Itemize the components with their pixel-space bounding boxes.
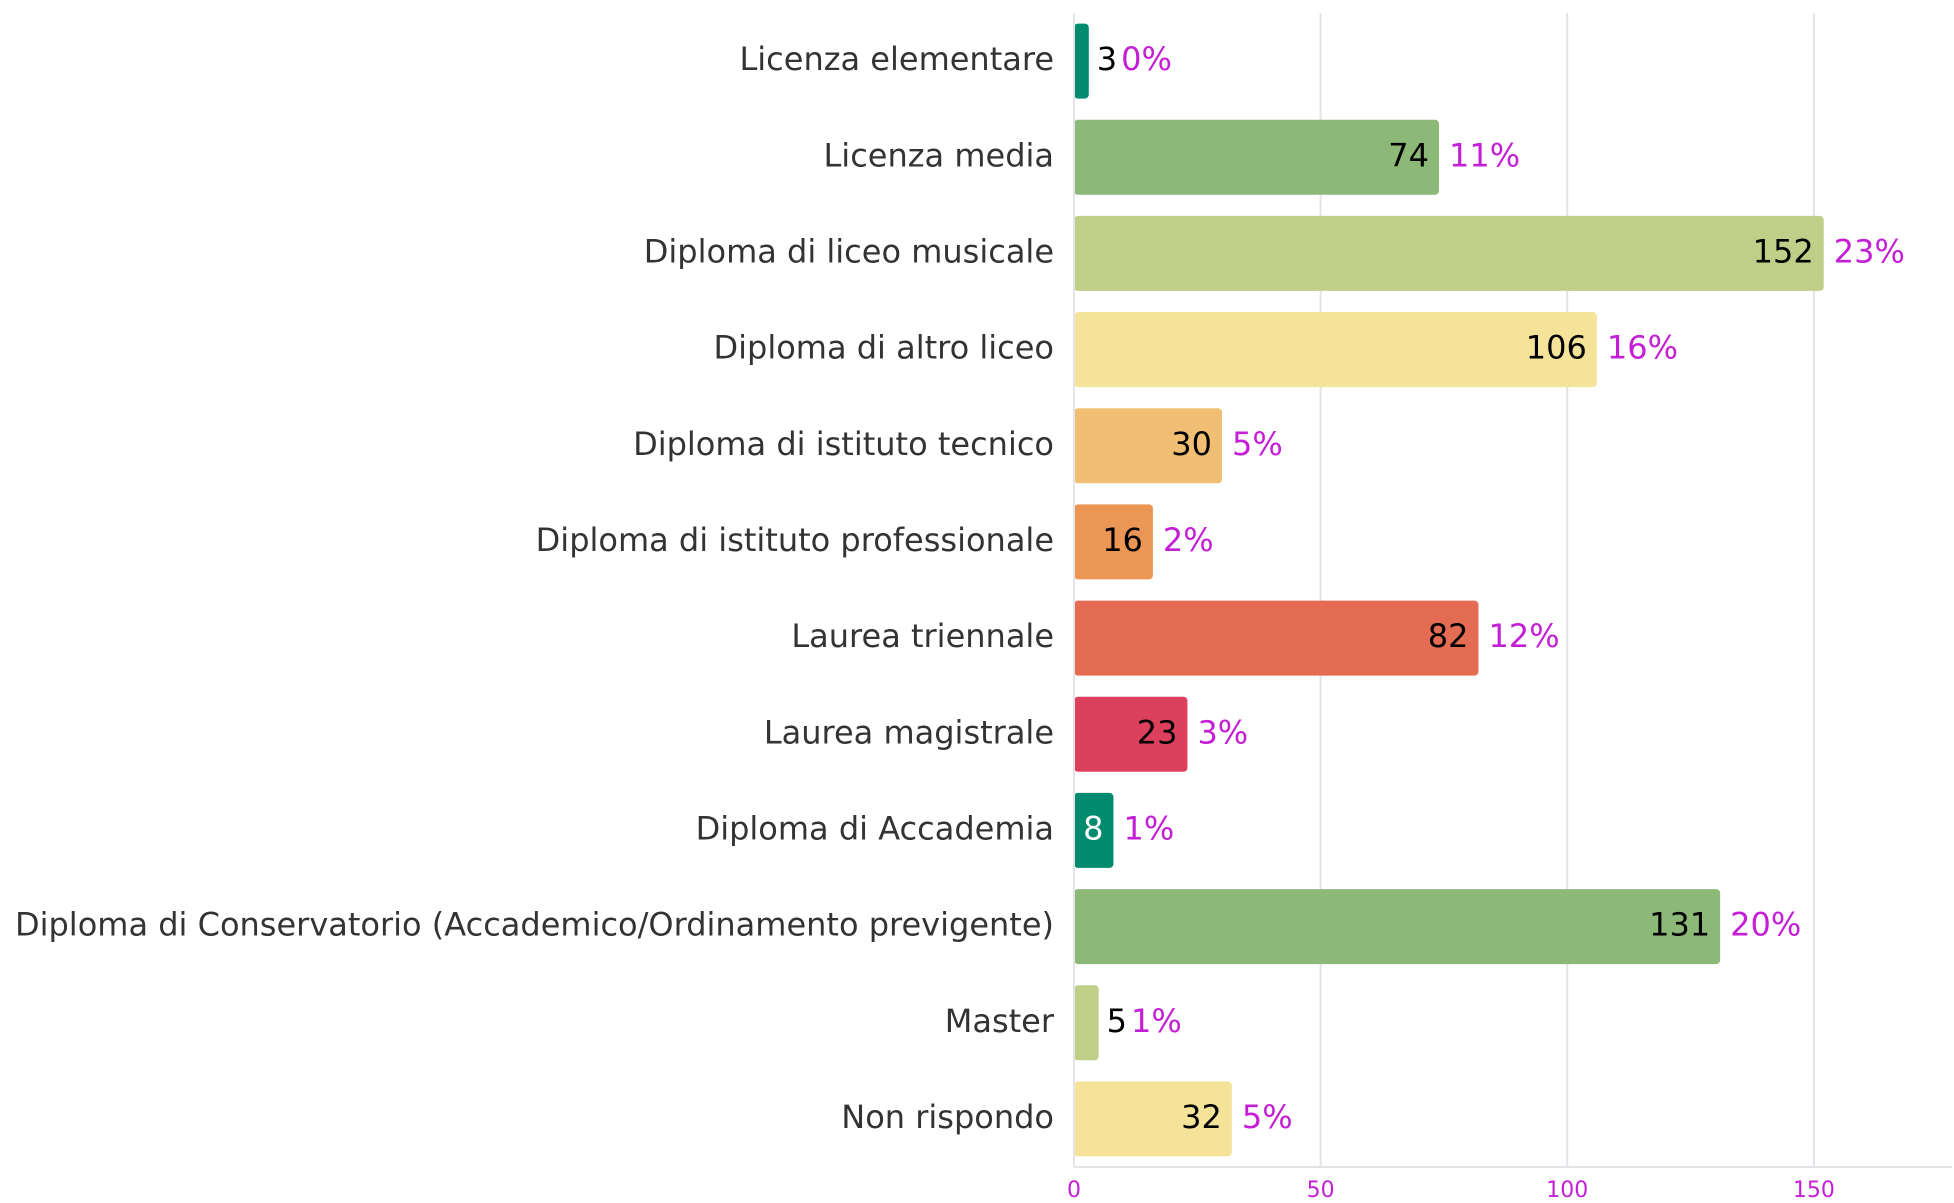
value-label: 32 — [1181, 1098, 1222, 1136]
bar — [1074, 504, 1153, 580]
percentage-label: 1% — [1131, 1002, 1182, 1040]
bar — [1074, 312, 1597, 388]
y-tick-label: Diploma di istituto professionale — [536, 521, 1054, 559]
percentage-label: 23% — [1834, 232, 1905, 270]
bar — [1074, 119, 1440, 195]
y-tick-label: Diploma di istituto tecnico — [633, 425, 1054, 463]
bar — [1074, 985, 1099, 1061]
y-tick-label: Diploma di Conservatorio (Accademico/Ord… — [15, 906, 1054, 944]
bar — [1074, 600, 1479, 676]
value-label: 3 — [1097, 40, 1117, 78]
value-label: 74 — [1388, 136, 1429, 174]
y-tick-label: Licenza media — [823, 136, 1054, 174]
bar — [1074, 889, 1721, 965]
y-tick-label: Diploma di Accademia — [696, 809, 1054, 847]
value-label: 30 — [1171, 425, 1212, 463]
value-label: 5 — [1107, 1002, 1127, 1040]
value-label: 152 — [1753, 232, 1814, 270]
y-tick-label: Master — [945, 1002, 1055, 1040]
percentage-label: 11% — [1449, 136, 1520, 174]
x-tick-label: 100 — [1546, 1178, 1588, 1203]
y-tick-label: Laurea magistrale — [764, 713, 1054, 751]
bar — [1074, 792, 1114, 868]
percentage-label: 2% — [1163, 521, 1214, 559]
percentage-label: 20% — [1730, 906, 1801, 944]
bar — [1074, 1081, 1232, 1157]
percentage-label: 16% — [1607, 329, 1678, 367]
value-label: 82 — [1428, 617, 1469, 655]
percentage-label: 12% — [1488, 617, 1559, 655]
x-tick-label: 50 — [1307, 1178, 1335, 1203]
percentage-label: 5% — [1232, 425, 1283, 463]
percentage-label: 3% — [1197, 713, 1248, 751]
bar — [1074, 408, 1222, 484]
y-tick-label: Licenza elementare — [739, 40, 1054, 78]
value-label: 23 — [1137, 713, 1178, 751]
percentage-label: 1% — [1123, 809, 1174, 847]
y-tick-label: Diploma di liceo musicale — [644, 232, 1054, 270]
value-label: 16 — [1102, 521, 1143, 559]
percentage-label: 5% — [1242, 1098, 1293, 1136]
percentage-label: 0% — [1121, 40, 1172, 78]
bar — [1074, 23, 1089, 99]
x-tick-label: 0 — [1067, 1178, 1081, 1203]
value-label: 106 — [1526, 329, 1587, 367]
bar — [1074, 215, 1824, 291]
bar — [1074, 696, 1188, 772]
value-label: 8 — [1083, 809, 1103, 847]
x-tick-label: 150 — [1793, 1178, 1835, 1203]
y-tick-label: Laurea triennale — [791, 617, 1054, 655]
value-label: 131 — [1649, 906, 1710, 944]
y-tick-label: Non rispondo — [841, 1098, 1054, 1136]
y-tick-label: Diploma di altro liceo — [713, 329, 1054, 367]
